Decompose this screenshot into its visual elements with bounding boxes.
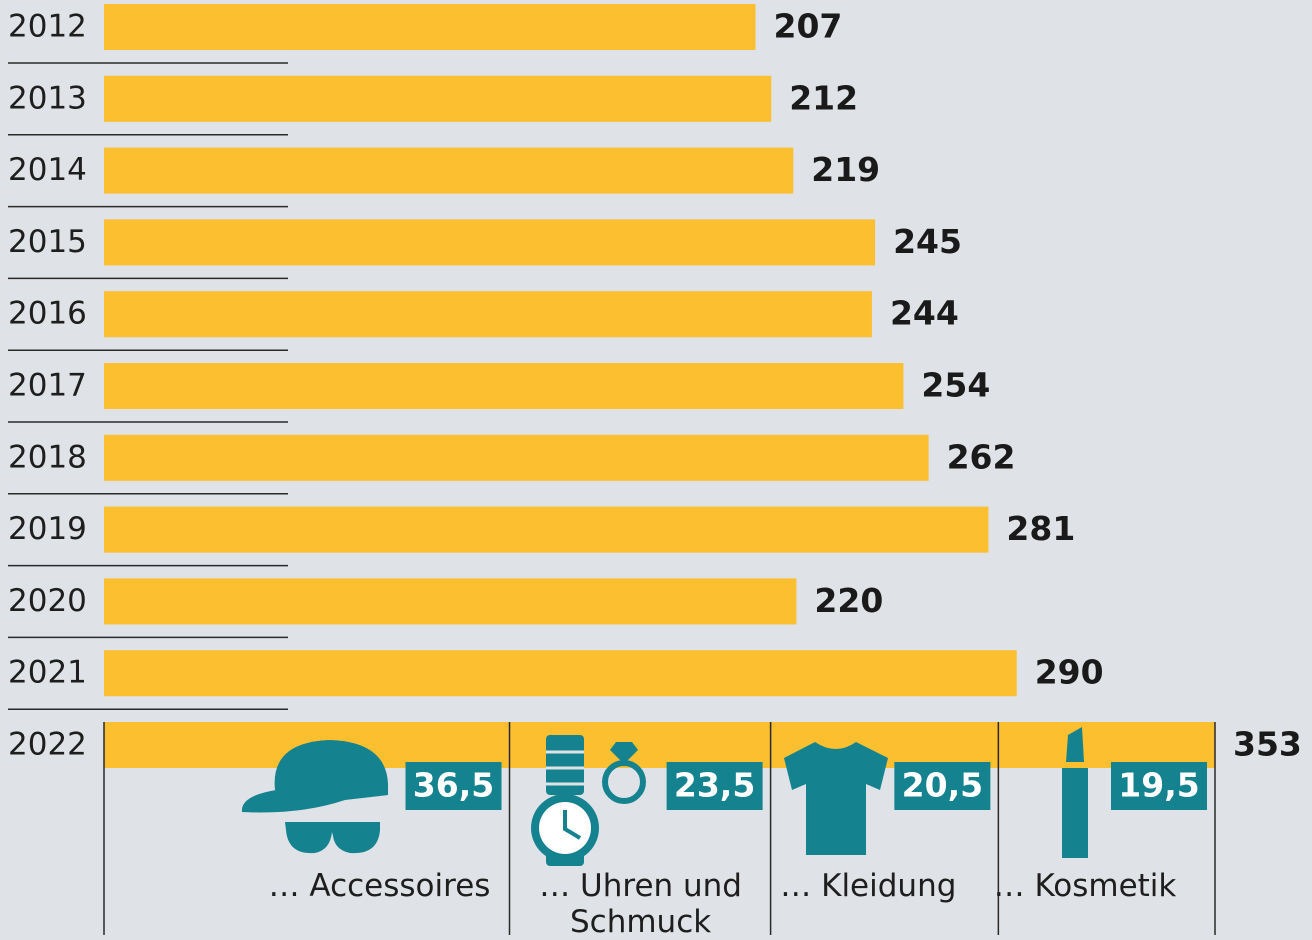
value-label: 245	[893, 222, 962, 261]
value-label: 207	[773, 7, 842, 46]
y-tick-label: 2020	[8, 583, 87, 619]
bar	[104, 219, 876, 266]
y-tick-label: 2016	[8, 296, 87, 332]
shirt-icon	[784, 742, 888, 855]
segment-label: … Kleidung	[780, 868, 957, 904]
value-label: 254	[921, 366, 990, 405]
bar	[104, 434, 929, 481]
segment-label: … Accessoires	[268, 868, 491, 904]
watch-hands-icon	[563, 810, 582, 840]
value-label: 290	[1035, 653, 1104, 692]
segment-label: … Uhren und Schmuck	[539, 868, 742, 940]
value-label: 220	[814, 581, 883, 620]
y-tick-label: 2017	[8, 368, 87, 404]
value-box	[666, 762, 763, 810]
value-label: 219	[811, 150, 880, 189]
value-box	[405, 762, 502, 810]
ring-icon	[602, 760, 646, 804]
y-tick-label: 2018	[8, 439, 87, 475]
diamond-icon	[610, 742, 638, 764]
bar	[104, 291, 872, 338]
y-tick-label: 2014	[8, 152, 87, 188]
value-label: 353	[1233, 725, 1302, 764]
bar	[104, 147, 794, 194]
y-tick-label: 2022	[8, 727, 87, 763]
value-box-label: 23,5	[674, 766, 755, 805]
value-label: 262	[947, 437, 1016, 476]
bar	[104, 4, 756, 50]
watch-strap-icon	[546, 735, 584, 795]
cap-icon	[241, 740, 389, 813]
y-tick-label: 2013	[8, 80, 87, 116]
value-label: 212	[789, 78, 858, 117]
y-tick-label: 2021	[8, 655, 87, 691]
value-box	[894, 762, 991, 810]
bar	[104, 75, 772, 122]
value-box-label: 19,5	[1118, 766, 1199, 805]
value-label: 281	[1006, 509, 1075, 548]
sunglasses-icon	[285, 822, 380, 854]
y-tick-label: 2012	[8, 9, 87, 45]
bar	[104, 722, 1215, 768]
lipstick-icon	[1062, 727, 1088, 858]
value-box	[1111, 762, 1207, 810]
icons	[241, 727, 1088, 866]
value-label: 244	[890, 294, 959, 333]
bar	[104, 578, 797, 625]
bar	[104, 363, 904, 409]
segment-label: … Kosmetik	[993, 868, 1177, 904]
bar	[104, 506, 989, 553]
y-tick-label: 2019	[8, 511, 87, 547]
y-tick-label: 2015	[8, 224, 87, 260]
value-box-label: 36,5	[413, 766, 494, 805]
value-box-label: 20,5	[902, 766, 983, 805]
bar	[104, 650, 1017, 697]
